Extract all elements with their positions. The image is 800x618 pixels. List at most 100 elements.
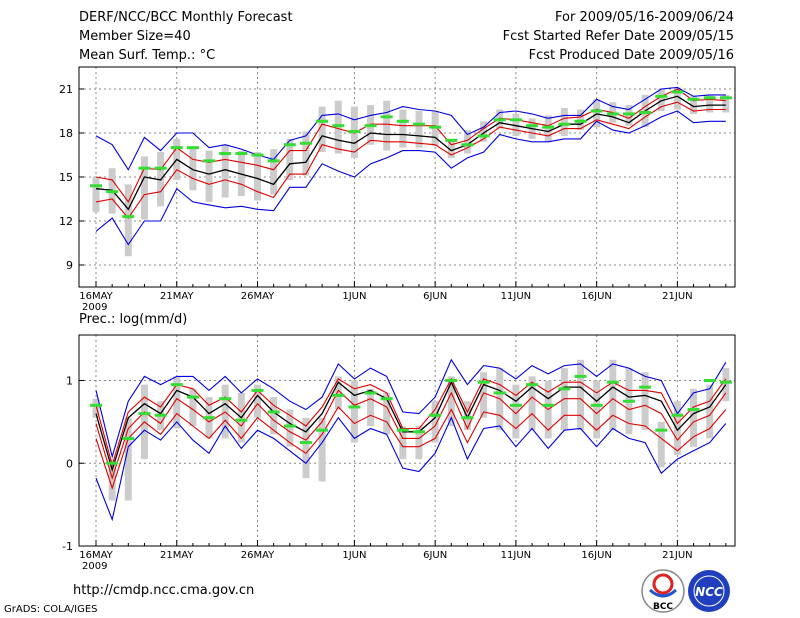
temp-green-mark (687, 97, 700, 101)
prec-green-mark (106, 461, 119, 465)
temp-green-mark (299, 141, 312, 145)
prec-green-mark (219, 397, 232, 401)
temp-green-mark (574, 119, 587, 123)
temp-xtick-label: 21MAY (160, 291, 194, 302)
prec-spread-bar (350, 380, 358, 443)
prec-spread-bar (480, 372, 488, 418)
temp-spread-bar (722, 94, 730, 113)
prec-series-max (95, 358, 727, 459)
temp-series-lower (95, 101, 726, 220)
prec-green-mark (493, 391, 506, 395)
prec-series-lower-band (95, 406, 727, 490)
prec-spread-bar (593, 380, 601, 439)
prec-green-mark (719, 380, 732, 384)
temp-xtick-label: 1JUN (342, 291, 366, 302)
prec-spread-bar (286, 409, 294, 447)
prec-spread-bar (447, 376, 455, 427)
temp-green-mark (445, 138, 458, 142)
prec-spread-bar (124, 417, 132, 501)
prec-spread-bar (367, 388, 375, 427)
forecast-period-label: For 2009/05/16-2009/06/24 (555, 10, 734, 25)
temp-green-mark (703, 96, 716, 100)
temp-ytick-label: 18 (59, 127, 73, 140)
prec-spread-bar (431, 401, 439, 443)
temp-green-mark (719, 96, 732, 100)
prec-series-median (95, 380, 727, 473)
temp-green-mark (332, 124, 345, 128)
temp-green-mark (558, 122, 571, 126)
prec-green-mark (267, 410, 280, 414)
prec-spread-bar (609, 359, 617, 431)
prec-green-mark (154, 413, 167, 417)
produced-date-label: Fcst Produced Date 2009/05/16 (528, 48, 734, 63)
prec-green-mark (703, 379, 716, 383)
prec-green-mark (348, 405, 361, 409)
temp-green-mark (203, 159, 216, 163)
prec-xtick-label: 21JUN (662, 550, 692, 561)
prec-spread-bar (302, 417, 310, 479)
prec-spread-bar (92, 398, 100, 418)
prec-plot-frame (78, 334, 736, 547)
prec-green-mark (509, 403, 522, 407)
temp-xtick-label: 6JUN (423, 291, 447, 302)
temp-green-mark (219, 152, 232, 156)
temp-series-median (95, 95, 726, 211)
temp-spread-bar (447, 138, 455, 158)
prec-spread-bar (512, 384, 520, 439)
variable-label: Mean Surf. Temp.: °C (79, 48, 216, 63)
bcc-logo: BCC (641, 569, 685, 613)
prec-spread-bar (577, 359, 584, 431)
temp-green-mark (590, 109, 603, 113)
temp-spread-bar (657, 89, 665, 111)
prec-spread-bar (706, 384, 714, 439)
temp-ytick-label: 21 (59, 83, 73, 96)
prec-green-mark (606, 380, 619, 384)
prec-green-mark (203, 416, 216, 420)
prec-green-mark (396, 428, 409, 432)
temp-spread-bar (512, 113, 520, 136)
temp-spread-bar (140, 156, 148, 220)
temp-xtick-label: 16MAY (79, 291, 113, 302)
prec-green-mark (639, 385, 652, 389)
temp-green-mark (477, 134, 490, 138)
prec-year-label: 2009 (82, 561, 107, 572)
temp-green-mark (542, 125, 555, 129)
temp-green-mark (283, 143, 296, 147)
prec-green-mark (445, 379, 458, 383)
prec-series-upper (95, 377, 727, 467)
temp-green-mark (364, 124, 377, 128)
prec-spread-bar (657, 421, 665, 468)
temp-green-mark (138, 166, 151, 170)
bcc-logo-text: BCC (653, 602, 673, 612)
prec-series-min (95, 416, 727, 522)
prec-spread-bar (415, 426, 423, 460)
prec-green-mark (574, 374, 587, 378)
temp-series-max (95, 86, 726, 171)
temp-spread-bar (237, 150, 245, 197)
grads-credit: GrADS: COLA/IGES (4, 604, 98, 615)
prec-spread-bar (463, 401, 471, 431)
temp-green-mark (622, 112, 635, 116)
temp-green-mark (251, 153, 264, 157)
prec-green-mark (687, 407, 700, 411)
temp-series-min (95, 110, 726, 246)
temp-green-mark (154, 166, 167, 170)
temp-spread-bar (205, 150, 213, 202)
started-date-label: Fcst Started Refer Date 2009/05/15 (502, 29, 734, 44)
temp-green-mark (413, 122, 425, 126)
source-url[interactable]: http://cmdp.ncc.cma.gov.cn (73, 583, 255, 598)
prec-green-mark (590, 403, 603, 407)
prec-green-mark (316, 428, 329, 432)
temp-spread-bar (254, 152, 261, 201)
temp-green-mark (235, 152, 248, 156)
temp-green-mark (267, 159, 280, 163)
prec-spread-bar (189, 388, 197, 427)
temp-green-mark (509, 118, 522, 122)
prec-green-mark (542, 403, 555, 407)
temp-xtick-label: 21JUN (662, 291, 692, 302)
temp-spread-bar (706, 94, 714, 113)
temp-spread-bar (302, 131, 310, 176)
prec-spread-bar (383, 392, 391, 435)
temp-spread-bar (690, 96, 698, 114)
temp-spread-bar (124, 184, 132, 257)
